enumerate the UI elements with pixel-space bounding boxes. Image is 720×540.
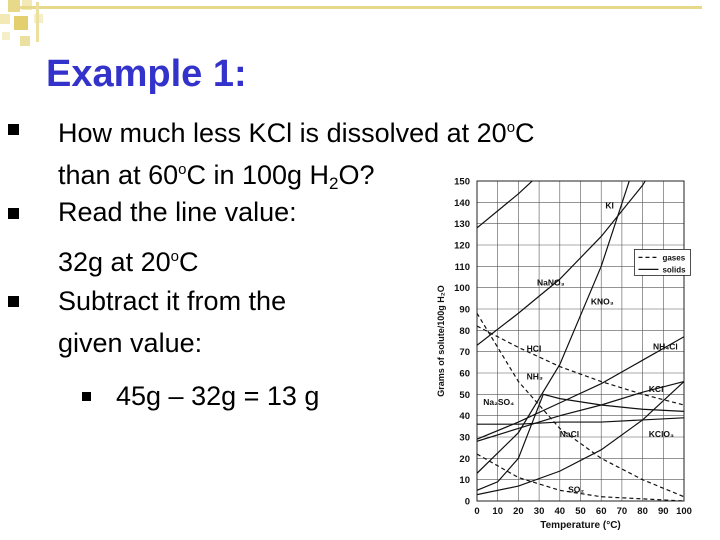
legend-label: gases [662,253,685,262]
y-tick-label: 110 [455,262,470,273]
y-tick-label: 100 [454,283,470,294]
y-tick-label: 70 [459,347,470,358]
y-tick-label: 140 [454,198,470,209]
series-label: KCl [649,384,664,394]
series-line-KCl [477,380,684,442]
y-tick-label: 90 [459,305,470,316]
sub-bullet-text: 45g – 32g = 13 g [116,381,320,411]
x-tick-label: 30 [534,506,545,517]
solubility-chart: 0 10 20 30 40 50 60 70 80 90 100 110 120 130 140 150 0 10… [436,177,692,532]
series-line-KClO₃ [477,381,684,496]
series-label: NaCl [560,429,579,439]
series-line-NH₃ [477,312,684,498]
series-line-KNO₃ [477,181,630,474]
series-label: KNO₃ [591,297,614,307]
x-tick-label: 70 [617,506,628,517]
y-tick-label: 50 [459,390,470,401]
legend-box [634,249,691,276]
x-tick-label: 90 [658,506,669,517]
bullet-2-line-2: 32g at 20oC [58,247,199,277]
y-tick-label: 0 [465,497,470,508]
bullet-3-line-2: given value: [58,328,203,358]
series-line-NH₄Cl [477,336,684,440]
series-line-KI [477,181,534,229]
series-label: KClO₃ [649,429,674,439]
x-tick-label: 100 [676,506,692,517]
series-label: NH₄Cl [653,342,678,352]
bullet-marker [8,124,19,135]
sub-bullet-marker [82,392,91,401]
y-tick-label: 30 [459,433,470,444]
y-tick-label: 80 [459,326,470,337]
bullet-marker [8,208,19,219]
legend-label: solids [662,265,686,274]
series-line-NaCl [477,417,684,425]
y-tick-label: 40 [459,411,470,422]
x-tick-label: 10 [492,506,503,517]
series-line-Na₂SO₄ [477,393,684,491]
y-tick-label: 130 [454,219,470,230]
x-axis-title: Temperature (°C) [540,520,621,531]
plot-frame [476,180,685,502]
x-tick-label: 20 [513,506,524,517]
x-tick-label: 0 [474,506,479,517]
x-tick-label: 50 [575,506,586,517]
bullet-3-line-1: Subtract it from the [58,286,287,316]
y-tick-label: 60 [459,369,470,380]
series-label: HCl [527,344,542,354]
corner-decoration [0,0,702,46]
series-line-HCl [477,325,684,406]
x-tick-label: 80 [637,506,648,517]
bullet-1-line-2: than at 60oC in 100g H2O? [58,160,375,193]
y-tick-label: 120 [454,241,470,252]
bullet-marker [8,296,19,307]
series-line-NaNO₃ [477,181,646,346]
x-tick-label: 60 [596,506,607,517]
y-axis-title: Grams of solute/100g H₂O [436,285,446,397]
series-label: NH₃ [527,371,543,381]
y-tick-label: 20 [459,454,470,465]
x-tick-label: 40 [555,506,566,517]
series-label: KI [605,201,614,211]
y-tick-label: 150 [454,177,470,188]
series-label: NaNO₃ [537,278,565,288]
series-label: SO₂ [568,484,584,494]
y-tick-label: 10 [459,475,470,486]
bullet-2-line-1: Read the line value: [58,197,297,227]
slide-title: Example 1: [46,53,247,95]
series-label: Na₂SO₄ [483,397,514,407]
bullet-1-line-1: How much less KCl is dissolved at 20oC [58,118,535,148]
